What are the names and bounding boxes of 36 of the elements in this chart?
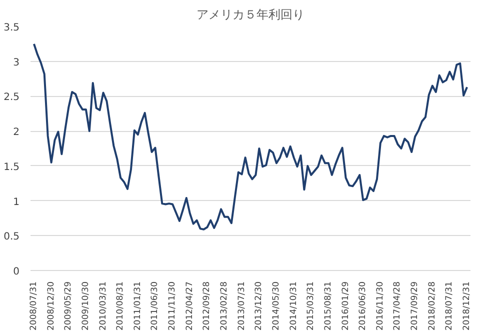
y-tick-label: 0.5 — [4, 232, 20, 243]
x-tick-label: 2015/08/31 — [323, 281, 334, 330]
x-tick-label: 2008/07/31 — [28, 281, 39, 330]
x-tick-label: 2017/09/29 — [410, 281, 420, 330]
x-tick-label: 2018/07/31 — [444, 281, 455, 330]
x-tick-label: 2008/12/30 — [46, 281, 56, 330]
y-tick-label: 1 — [13, 196, 20, 208]
y-tick-label: 2.5 — [4, 92, 20, 104]
x-tick-label: 2012/04/27 — [184, 281, 195, 330]
x-tick-label: 2013/02/28 — [220, 281, 230, 330]
x-tick-label: 2014/10/31 — [288, 281, 299, 330]
x-tick-label: 2011/01/31 — [132, 281, 143, 330]
x-tick-label: 2013/07/31 — [236, 281, 247, 330]
x-tick-label: 2018/12/31 — [462, 281, 472, 330]
x-tick-label: 2010/08/31 — [116, 281, 126, 330]
chart-title: アメリカ５年利回り — [196, 8, 304, 22]
x-tick-label: 2010/03/31 — [98, 281, 108, 330]
x-tick-label: 2009/10/30 — [80, 281, 91, 330]
x-tick-label: 2016/11/30 — [375, 281, 386, 330]
line-series — [32, 42, 468, 230]
x-tick-label: 2018/02/28 — [427, 281, 438, 330]
x-tick-label: 2009/05/29 — [64, 281, 74, 330]
y-tick-label: 3 — [13, 57, 20, 68]
x-tick-label: 2017/04/28 — [392, 281, 403, 330]
y-tick-label: 0 — [13, 266, 20, 278]
x-tick-label: 2011/11/30 — [168, 281, 178, 330]
x-tick-label: 2013/12/30 — [254, 281, 264, 330]
x-tick-label: 2012/09/28 — [202, 281, 212, 330]
y-tick-label: 3.5 — [4, 22, 20, 34]
x-tick-label: 2014/05/30 — [271, 281, 282, 330]
x-tick-label: 2016/01/29 — [340, 281, 351, 330]
x-tick-label: 2016/06/30 — [358, 281, 368, 330]
x-tick-label: 2015/03/31 — [306, 281, 316, 330]
x-tick-label: 2011/06/30 — [150, 281, 160, 330]
y-tick-label: 1.5 — [4, 162, 20, 173]
y-tick-label: 2 — [13, 127, 20, 138]
